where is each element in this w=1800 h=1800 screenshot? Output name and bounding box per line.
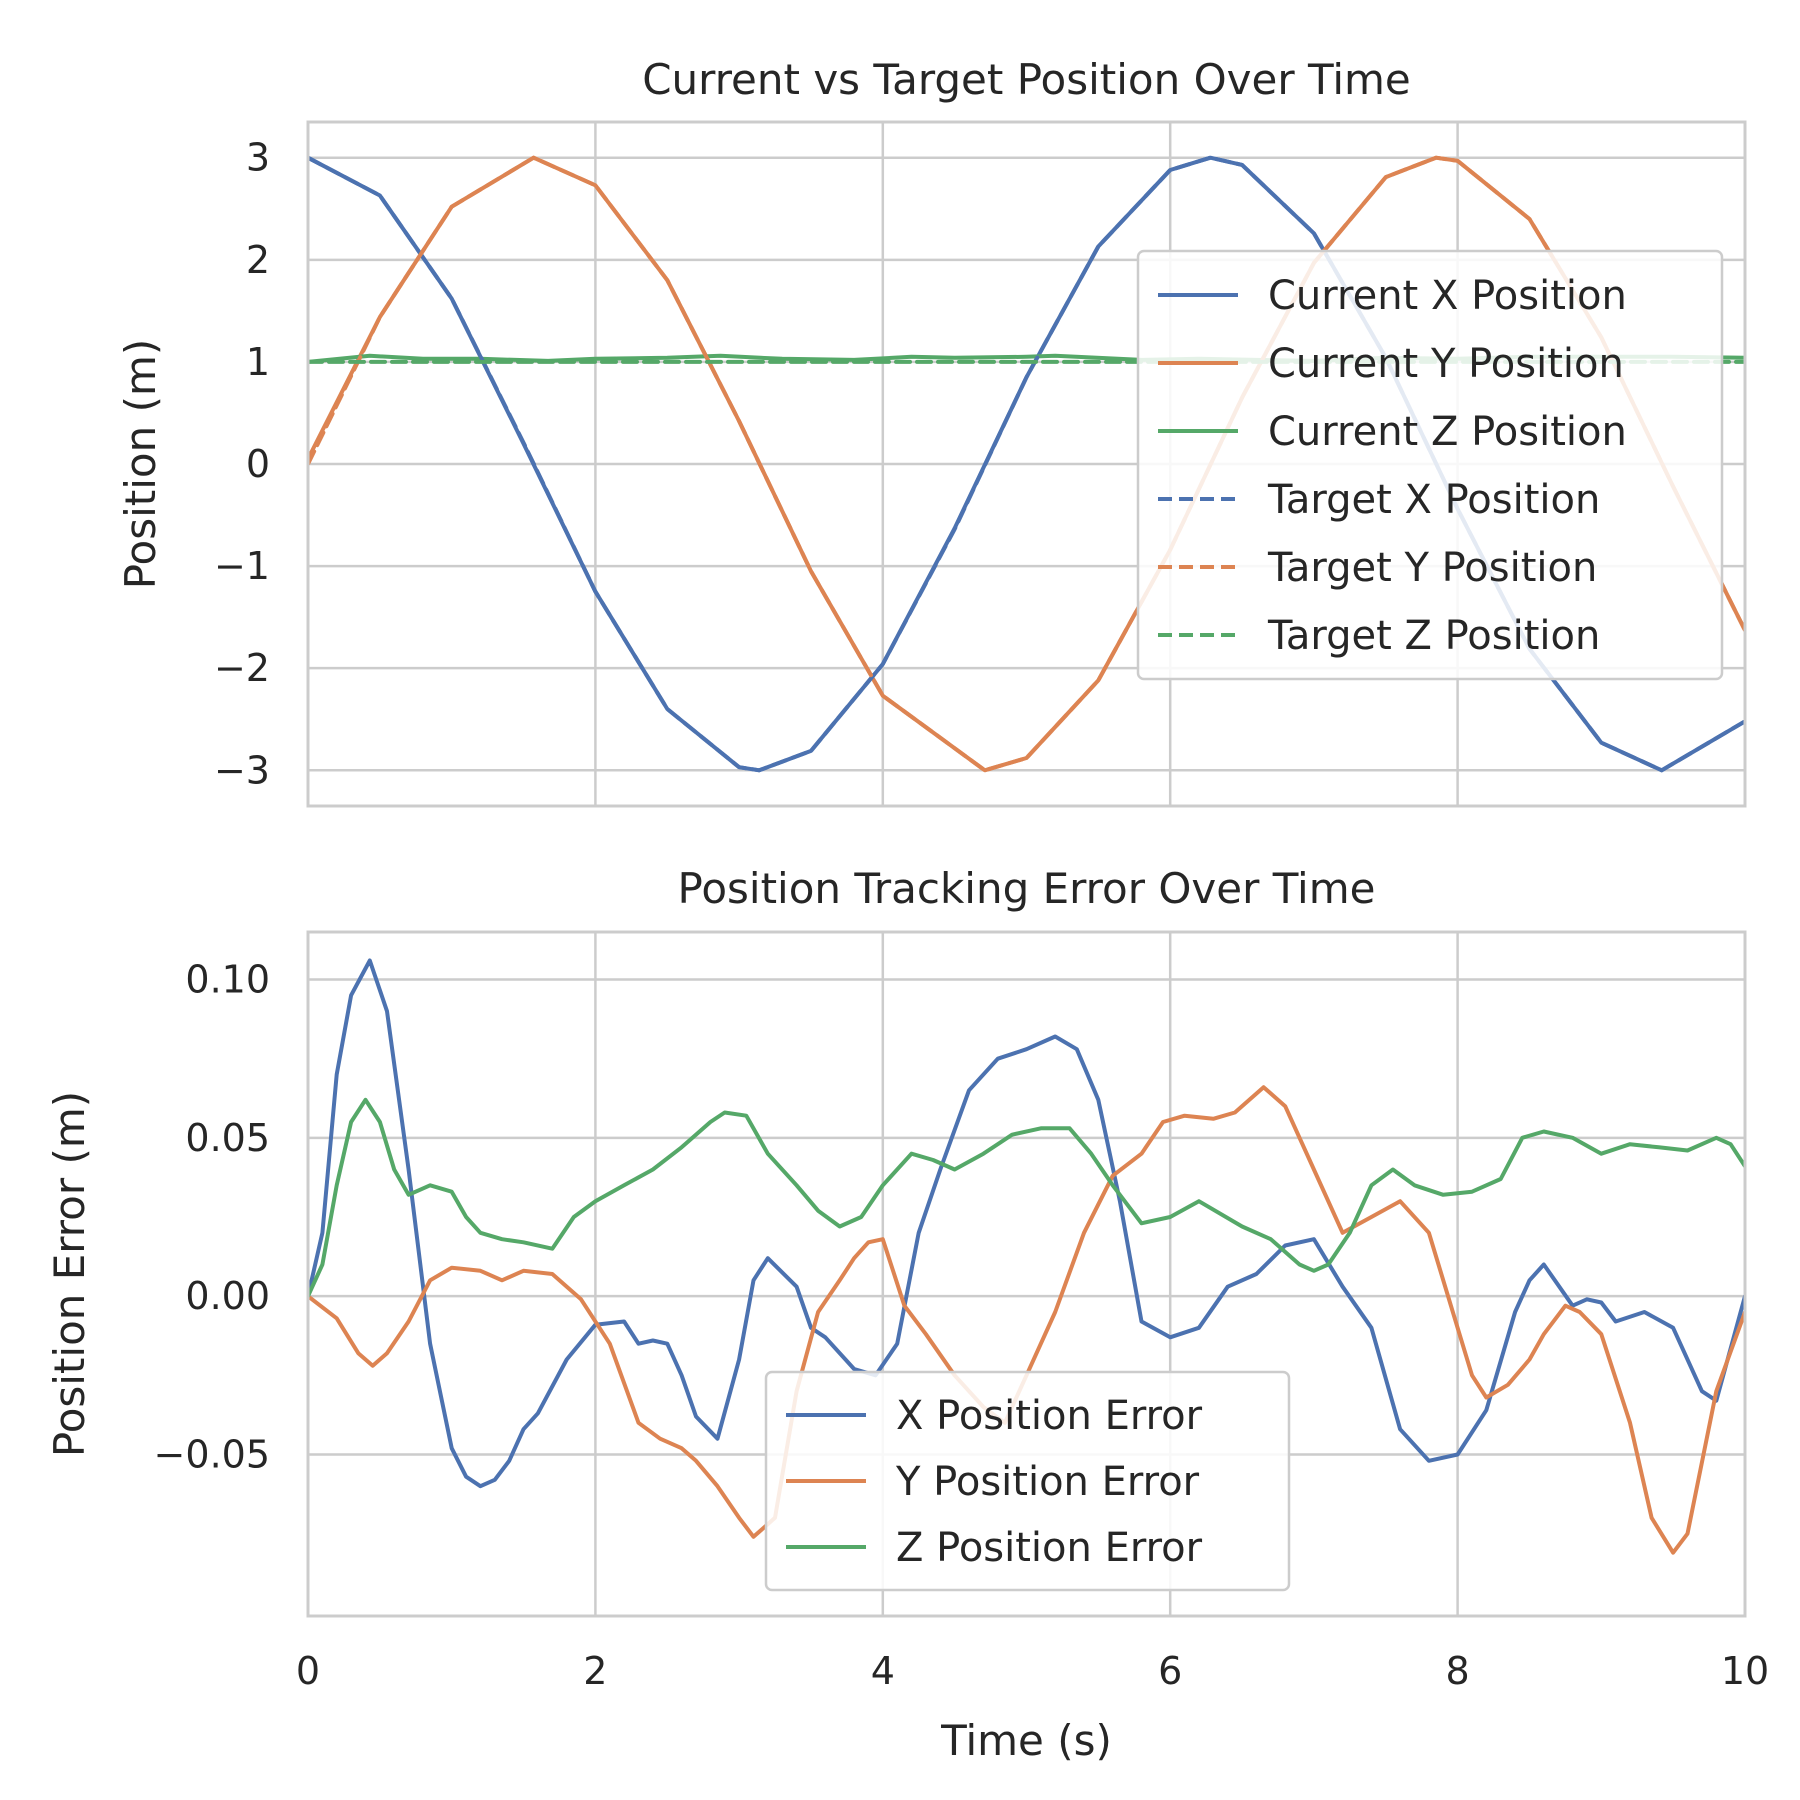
top-chart-y-tick-label: 0 — [246, 442, 270, 486]
bottom-chart-x-tick-label: 4 — [871, 1649, 895, 1693]
current-z-position-legend-label: Current Z Position — [1268, 409, 1627, 455]
x-position-error-legend-label: X Position Error — [896, 1393, 1203, 1439]
top-chart-y-tick-label: 2 — [246, 238, 270, 282]
bottom-chart-panel: 0.10 0.05 0.00 −0.05 0 2 4 6 8 10 Position Tracki… — [45, 864, 1769, 1765]
bottom-chart-y-tick-label: 0.10 — [185, 958, 270, 1002]
top-chart-legend: Current X Position Current Y Position Curr… — [1136, 249, 1724, 681]
bottom-chart-x-tick-label: 2 — [583, 1649, 607, 1693]
bottom-chart-y-axis-label: Position Error (m) — [45, 1091, 94, 1457]
current-x-position-legend-label: Current X Position — [1268, 273, 1627, 319]
target-y-position-line — [308, 155, 1745, 773]
bottom-chart-frame — [306, 930, 1747, 1618]
top-chart-panel: 3 2 1 0 −1 −2 −3 Current vs Target Position Ov… — [116, 55, 1747, 808]
bottom-chart-x-axis-label: Time (s) — [940, 1716, 1112, 1765]
top-chart-y-tick-label: 3 — [246, 136, 270, 180]
z-position-error-legend-label: Z Position Error — [896, 1525, 1203, 1571]
bottom-chart-y-tick-label: −0.05 — [154, 1433, 270, 1477]
top-chart-y-tick-label: −1 — [214, 544, 270, 588]
top-chart-frame — [306, 120, 1747, 808]
bottom-chart-y-tick-label: 0.00 — [185, 1274, 270, 1318]
x-position-error-line — [308, 958, 1745, 1489]
top-chart-legend-box — [1136, 249, 1724, 681]
bottom-chart-legend-box — [764, 1370, 1291, 1592]
bottom-chart-x-tick-label: 10 — [1721, 1649, 1769, 1693]
bottom-chart-x-tick-label: 6 — [1158, 1649, 1182, 1693]
target-z-position-legend-label: Target Z Position — [1267, 613, 1600, 659]
top-chart-y-axis-label: Position (m) — [116, 339, 165, 590]
top-chart-y-tick-label: −2 — [214, 646, 270, 690]
top-chart-y-tick-label: 1 — [246, 340, 270, 384]
y-position-error-legend-label: Y Position Error — [895, 1459, 1200, 1505]
current-y-position-legend-label: Current Y Position — [1268, 341, 1624, 387]
target-y-position-legend-label: Target Y Position — [1267, 545, 1597, 591]
z-position-error-line — [308, 1097, 1745, 1299]
bottom-chart-x-tick-label: 0 — [296, 1649, 320, 1693]
top-chart-title: Current vs Target Position Over Time — [642, 55, 1411, 104]
bottom-chart-legend: X Position Error Y Position Error Z Positi… — [764, 1370, 1291, 1592]
bottom-chart-x-tick-label: 8 — [1446, 1649, 1470, 1693]
bottom-chart-ticks: 0.10 0.05 0.00 −0.05 0 2 4 6 8 10 — [154, 958, 1770, 1694]
top-chart-y-tick-label: −3 — [214, 748, 270, 792]
bottom-chart-y-tick-label: 0.05 — [185, 1116, 270, 1160]
target-x-position-legend-label: Target X Position — [1267, 477, 1600, 523]
top-chart-ticks: 3 2 1 0 −1 −2 −3 — [214, 136, 270, 793]
bottom-chart-title: Position Tracking Error Over Time — [678, 864, 1376, 913]
